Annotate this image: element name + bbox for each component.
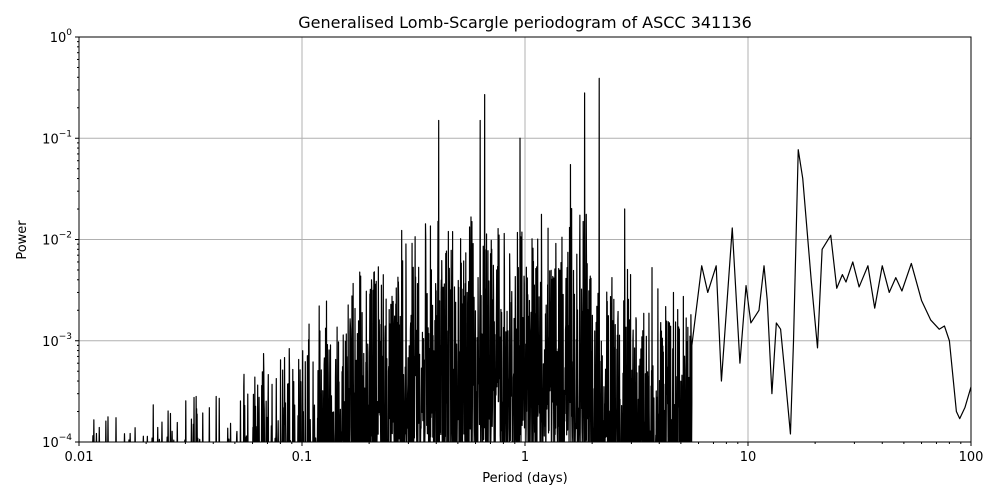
x-tick-label: 0.1 [292,450,313,465]
y-tick-label: 10−2 [42,231,72,249]
y-tick-label: 100 [50,28,73,46]
x-axis-label: Period (days) [482,471,568,486]
x-tick-label: 100 [959,450,984,465]
periodogram-line [92,77,971,442]
axis-ticks: 0.01 0.1 1 10 100 10−4 10−3 10−2 10−1 100 [42,28,983,465]
y-tick-label: 10−1 [42,129,72,147]
x-tick-label: 1 [521,450,529,465]
y-tick-label: 10−4 [42,433,72,451]
y-axis-label: Power [15,220,30,260]
y-tick-label: 10−3 [42,332,72,350]
x-tick-label: 0.01 [65,450,94,465]
chart-title: Generalised Lomb-Scargle periodogram of … [298,13,752,32]
x-tick-label: 10 [740,450,757,465]
